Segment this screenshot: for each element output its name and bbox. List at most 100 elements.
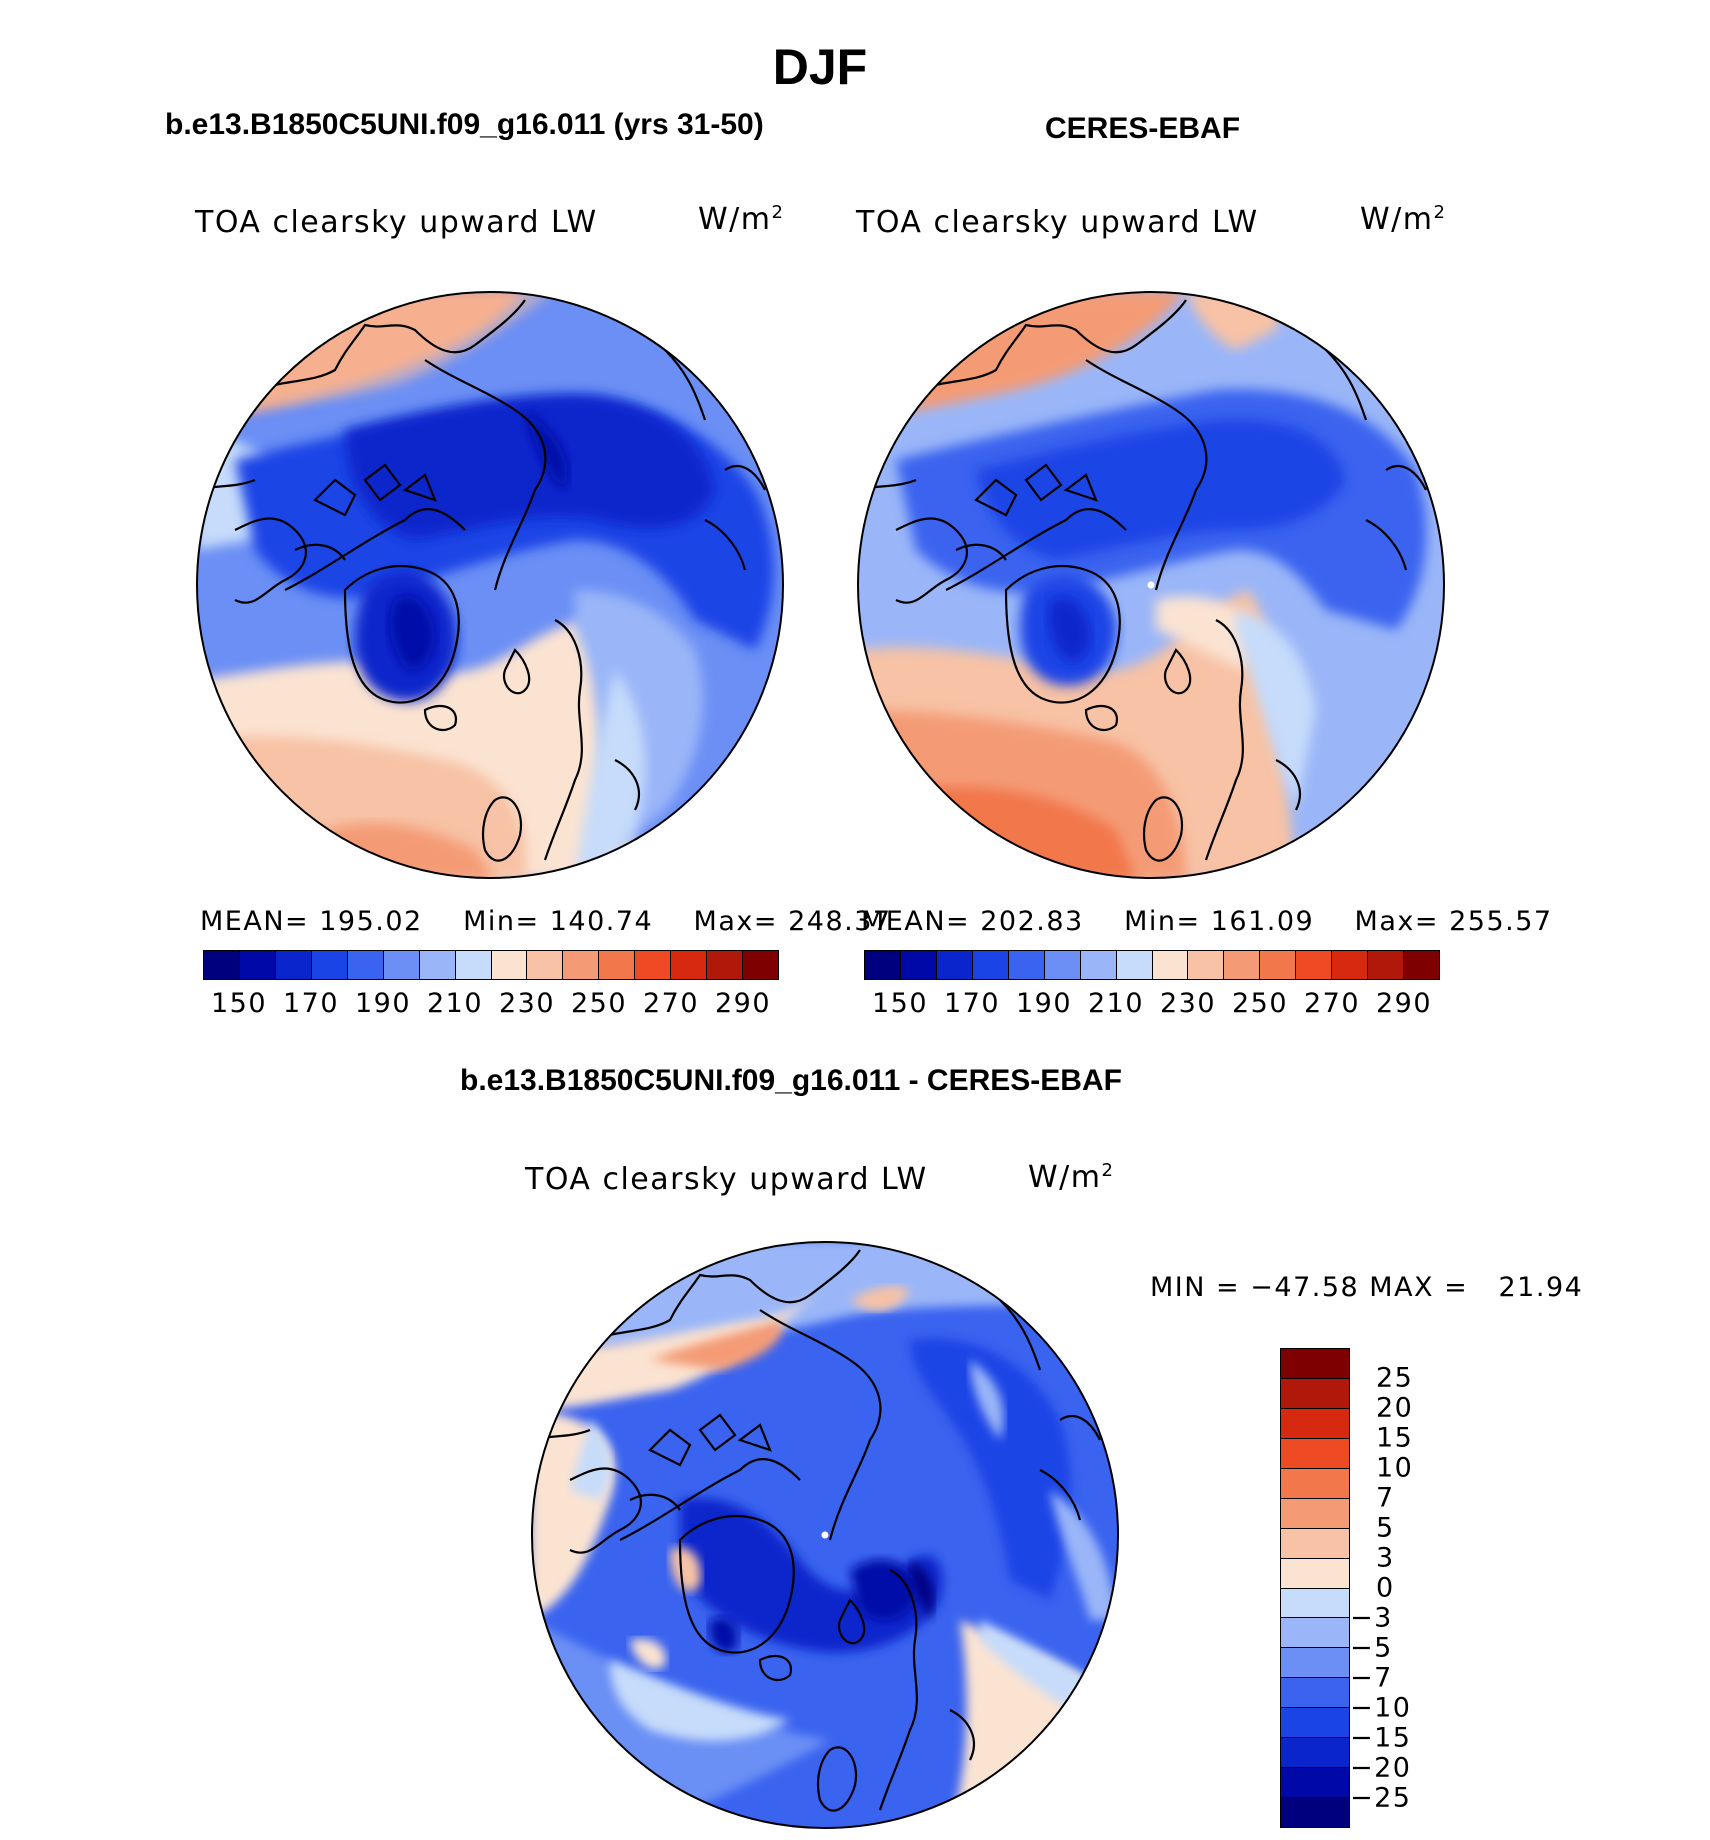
panel1-colorbar-tick-label: 210 — [426, 988, 484, 1019]
panel1-colorbar-swatch — [563, 951, 600, 979]
difference-colorbar-tick-label: −5 — [1350, 1632, 1393, 1664]
panel1-variable-label: TOA clearsky upward LW — [195, 205, 598, 240]
panel2-stats: MEAN= 202.83 Min= 161.09 Max= 255.57 — [861, 906, 1553, 937]
difference-colorbar-swatch — [1281, 1408, 1349, 1439]
panel2-colorbar-swatch — [1332, 951, 1369, 979]
panel2-colorbar-swatch — [1080, 951, 1117, 979]
panel2-colorbar-tick-label: 210 — [1087, 988, 1145, 1019]
difference-colorbar-tick-label: −25 — [1350, 1782, 1412, 1814]
difference-colorbar-tick-label: 5 — [1376, 1512, 1395, 1544]
panel1-colorbar-tick-label: 150 — [210, 988, 268, 1019]
difference-colorbar-tick-label: −10 — [1350, 1692, 1412, 1724]
difference-colorbar-labels: 25 20 15 10 7 5 3 0 −3 −5 −7 −10 −15 −20 −25 — [1350, 1348, 1480, 1828]
panel1-colorbar-swatch — [527, 951, 564, 979]
panel2-colorbar-swatch — [865, 951, 901, 979]
panel2-units-label: W/m2 — [1360, 202, 1447, 237]
panel2-colorbar-swatch — [1404, 951, 1439, 979]
difference-colorbar-swatch — [1281, 1498, 1349, 1529]
difference-colorbar-swatch — [1281, 1678, 1349, 1709]
difference-colorbar-tick-label: 10 — [1376, 1452, 1414, 1484]
difference-colorbar-swatch — [1281, 1648, 1349, 1679]
left-panel-title: b.e13.B1850C5UNI.f09_g16.011 (yrs 31-50) — [165, 108, 764, 141]
difference-colorbar-swatch — [1281, 1438, 1349, 1469]
difference-colorbar-swatch — [1281, 1378, 1349, 1409]
panel2-colorbar-swatch — [900, 951, 937, 979]
difference-colorbar-swatch — [1281, 1768, 1349, 1799]
panel1-colorbar-tick-label: 170 — [282, 988, 340, 1019]
panel2-colorbar-tick-label: 230 — [1159, 988, 1217, 1019]
panel2-colorbar-tick-label: 150 — [871, 988, 929, 1019]
difference-colorbar-swatch — [1281, 1468, 1349, 1499]
difference-colorbar-swatch — [1281, 1528, 1349, 1559]
difference-colorbar-tick-label: 15 — [1376, 1422, 1414, 1454]
panel2-colorbar — [864, 950, 1440, 980]
panel1-mean-value: 195.02 — [319, 906, 423, 937]
panel2-colorbar-swatch — [1188, 951, 1225, 979]
panel1-colorbar-tick-label: 250 — [570, 988, 628, 1019]
difference-colorbar-tick-label: 7 — [1376, 1482, 1395, 1514]
panel1-stats: MEAN= 195.02 Min= 140.74 Max= 248.37 — [200, 906, 892, 937]
panel2-colorbar-swatch — [1368, 951, 1405, 979]
difference-colorbar-tick-label: 25 — [1376, 1362, 1414, 1394]
panel2-colorbar-labels: 150 170 190 210 230 250 270 290 — [864, 988, 1440, 1020]
panel1-colorbar-swatch — [635, 951, 672, 979]
difference-colorbar-tick-label: −15 — [1350, 1722, 1412, 1754]
difference-colorbar-swatch — [1281, 1738, 1349, 1769]
panel2-min-value: 161.09 — [1210, 906, 1315, 937]
panel2-colorbar-swatch — [1296, 951, 1333, 979]
panel1-colorbar-swatch — [455, 951, 492, 979]
panel3-max-value: 21.94 — [1498, 1272, 1584, 1303]
difference-colorbar-tick-label: 0 — [1376, 1572, 1395, 1604]
panel1-colorbar-swatch — [347, 951, 384, 979]
ceres-polar-map — [857, 291, 1445, 879]
panel2-colorbar-swatch — [936, 951, 973, 979]
panel1-colorbar-swatch — [204, 951, 240, 979]
panel2-colorbar-swatch — [1260, 951, 1297, 979]
panel1-colorbar-tick-label: 290 — [714, 988, 772, 1019]
panel1-colorbar-swatch — [707, 951, 744, 979]
difference-polar-map — [531, 1241, 1119, 1829]
panel1-colorbar-tick-label: 270 — [642, 988, 700, 1019]
panel2-colorbar-swatch — [1008, 951, 1045, 979]
panel1-max-value: 248.37 — [788, 906, 892, 937]
difference-colorbar-swatch — [1281, 1558, 1349, 1589]
panel2-colorbar-swatch — [1116, 951, 1153, 979]
right-panel-title: CERES-EBAF — [1045, 112, 1241, 145]
panel3-variable-label: TOA clearsky upward LW — [525, 1162, 928, 1197]
panel1-colorbar-swatch — [311, 951, 348, 979]
panel2-colorbar-swatch — [1152, 951, 1189, 979]
panel1-colorbar-swatch — [383, 951, 420, 979]
difference-colorbar-swatch — [1281, 1588, 1349, 1619]
difference-colorbar-tick-label: 20 — [1376, 1392, 1414, 1424]
panel1-colorbar-tick-label: 230 — [498, 988, 556, 1019]
panel1-colorbar — [203, 950, 779, 980]
model-polar-map — [196, 291, 784, 879]
panel1-colorbar-swatch — [419, 951, 456, 979]
panel2-colorbar-swatch — [972, 951, 1009, 979]
panel1-min-value: 140.74 — [549, 906, 654, 937]
season-title: DJF — [772, 39, 868, 95]
panel1-colorbar-swatch — [491, 951, 528, 979]
difference-colorbar-tick-label: 3 — [1376, 1542, 1395, 1574]
panel3-minmax: MIN = −47.58 MAX = 21.94 — [1150, 1272, 1584, 1303]
panel1-units-label: W/m2 — [698, 202, 785, 237]
panel2-colorbar-tick-label: 270 — [1303, 988, 1361, 1019]
panel1-colorbar-swatch — [743, 951, 778, 979]
panel2-variable-label: TOA clearsky upward LW — [856, 205, 1259, 240]
difference-colorbar-swatch — [1281, 1798, 1349, 1827]
difference-colorbar-swatch — [1281, 1618, 1349, 1649]
difference-colorbar-tick-label: −7 — [1350, 1662, 1393, 1694]
difference-colorbar-swatch — [1281, 1708, 1349, 1739]
panel3-min-value: −47.58 — [1250, 1272, 1360, 1303]
panel2-colorbar-swatch — [1224, 951, 1261, 979]
difference-colorbar-tick-label: −20 — [1350, 1752, 1412, 1784]
panel2-colorbar-tick-label: 190 — [1015, 988, 1073, 1019]
panel2-colorbar-tick-label: 290 — [1375, 988, 1433, 1019]
panel1-colorbar-swatch — [239, 951, 276, 979]
difference-colorbar-tick-label: −3 — [1350, 1602, 1393, 1634]
panel2-mean-value: 202.83 — [980, 906, 1084, 937]
panel1-colorbar-swatch — [275, 951, 312, 979]
difference-colorbar — [1280, 1348, 1350, 1828]
difference-colorbar-swatch — [1281, 1349, 1349, 1379]
difference-panel-title: b.e13.B1850C5UNI.f09_g16.011 - CERES-EBA… — [460, 1064, 1122, 1097]
